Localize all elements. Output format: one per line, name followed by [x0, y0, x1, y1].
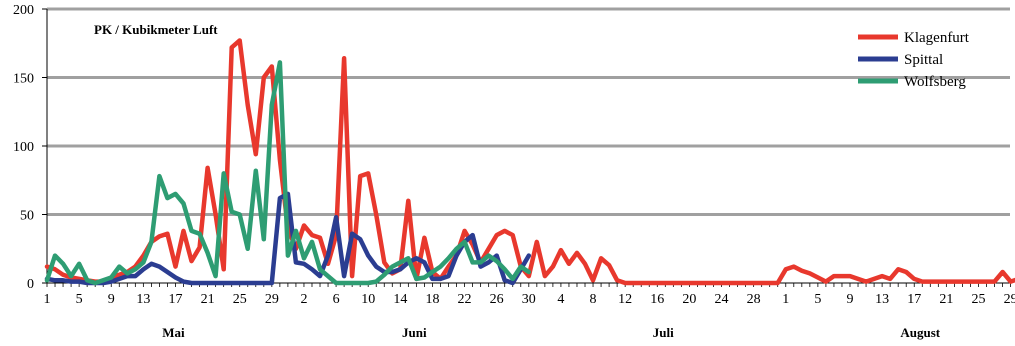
x-tick-label: 4	[557, 292, 564, 307]
x-tick-label: 13	[136, 292, 150, 307]
series-line-spittal	[44, 191, 532, 286]
y-tick-label: 150	[13, 72, 34, 87]
x-tick-label: 16	[650, 292, 664, 307]
x-tick-label: 12	[618, 292, 632, 307]
x-tick-label: 14	[393, 292, 407, 307]
x-tick-label: 22	[458, 292, 472, 307]
x-tick-label: 9	[847, 292, 854, 307]
x-tick-label: 29	[1004, 292, 1015, 307]
x-tick-label: 30	[522, 292, 536, 307]
y-tick-label: 100	[13, 140, 34, 155]
x-tick-label: 17	[168, 292, 182, 307]
y-tick-label: 50	[20, 209, 34, 224]
x-tick-label: 24	[715, 292, 729, 307]
x-tick-label: 21	[201, 292, 215, 307]
legend-label: Klagenfurt	[904, 30, 970, 46]
x-tick-label: 25	[233, 292, 247, 307]
legend-label: Spittal	[904, 52, 943, 68]
x-tick-label: 6	[333, 292, 340, 307]
y-tick-label: 0	[27, 277, 34, 292]
x-tick-label: 9	[108, 292, 115, 307]
x-tick-label: 18	[425, 292, 439, 307]
x-tick-label: 8	[590, 292, 597, 307]
legend: Klagenfurt Spittal Wolfsberg	[858, 30, 970, 90]
month-label: August	[900, 325, 940, 340]
series-line-klagenfurt	[44, 38, 1015, 286]
x-tick-label: 1	[782, 292, 789, 307]
gridlines	[47, 7, 1010, 216]
x-tick-label: 13	[875, 292, 889, 307]
legend-label: Wolfsberg	[904, 74, 966, 90]
x-tick-label: 17	[907, 292, 921, 307]
x-tick-label: 2	[300, 292, 307, 307]
month-label: Mai	[162, 325, 185, 340]
y-tick-label: 200	[13, 3, 34, 18]
x-tick-label: 5	[814, 292, 821, 307]
x-tick-label: 21	[939, 292, 953, 307]
x-tick-label: 10	[361, 292, 375, 307]
x-tick-label: 20	[682, 292, 696, 307]
x-tick-label: 29	[265, 292, 279, 307]
chart-title: PK / Kubikmeter Luft	[94, 22, 218, 37]
month-label: Juli	[653, 325, 674, 340]
month-label: Juni	[402, 325, 427, 340]
x-tick-label: 5	[76, 292, 83, 307]
x-tick-label: 28	[747, 292, 761, 307]
x-tick-label: 26	[490, 292, 504, 307]
x-tick-label: 1	[44, 292, 51, 307]
series-lines	[44, 38, 1015, 286]
series-line-wolfsberg	[44, 60, 532, 286]
x-tick-label: 25	[971, 292, 985, 307]
